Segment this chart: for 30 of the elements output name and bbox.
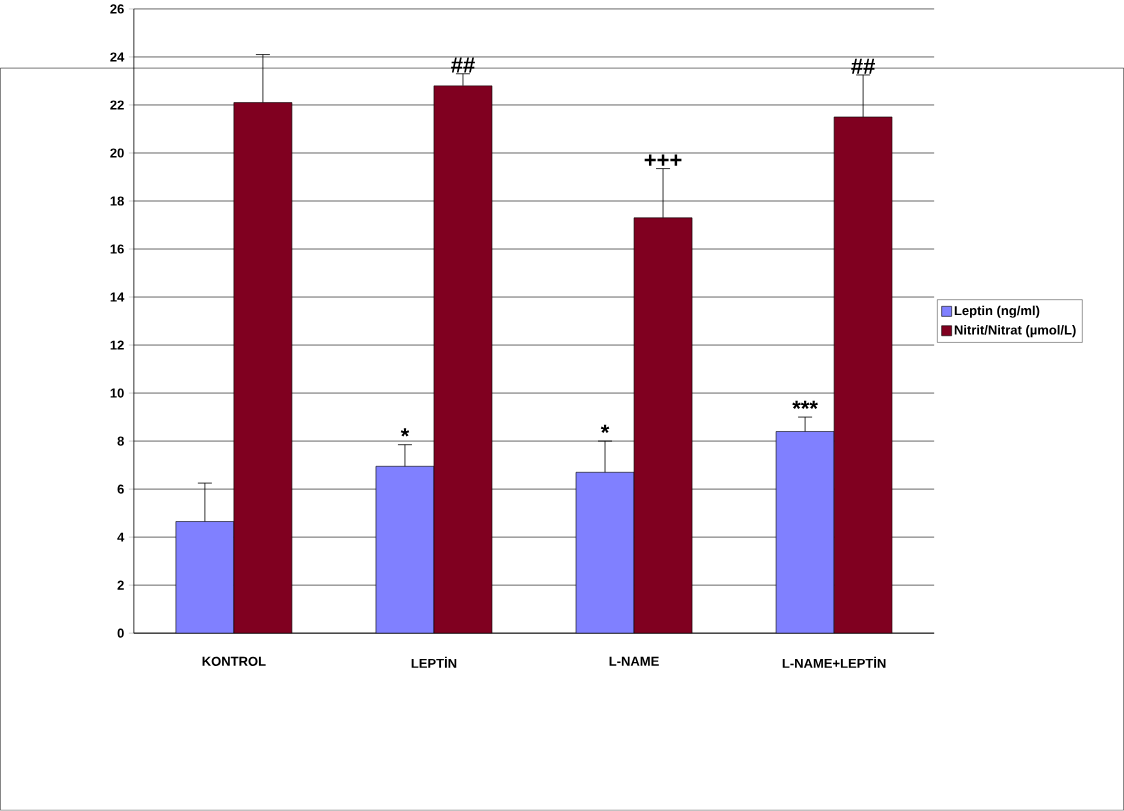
x-tick-label: L-NAME (609, 656, 659, 666)
annotation: ## (451, 57, 475, 73)
y-tick-label: 16 (110, 244, 124, 254)
y-tick-label: 10 (110, 388, 124, 398)
annotation: +++ (644, 154, 682, 166)
y-tick-label: 24 (110, 52, 125, 62)
y-tick-label: 0 (117, 628, 124, 638)
annotation: *** (792, 400, 818, 410)
y-tick-label: 14 (110, 292, 125, 302)
x-tick-label: KONTROL (202, 656, 266, 667)
x-tick-label: LEPTİN (411, 656, 457, 669)
y-tick-label: 2 (117, 580, 124, 590)
legend-label: Nitrit/Nitrat (µmol/L) (954, 325, 1076, 338)
bar (575, 472, 635, 634)
y-tick-label: 12 (110, 340, 124, 350)
bar (375, 466, 435, 634)
annotation: * (400, 428, 410, 437)
bar (175, 521, 235, 634)
y-tick-label: 18 (110, 196, 124, 206)
y-tick-label: 4 (117, 532, 125, 542)
legend-label: Leptin (ng/ml) (954, 305, 1040, 319)
x-tick-label: L-NAME+LEPTİN (782, 656, 886, 669)
y-tick-label: 8 (117, 436, 124, 446)
bar (775, 431, 835, 634)
y-tick-label: 26 (110, 4, 124, 14)
annotation: ## (851, 58, 876, 74)
y-tick-label: 22 (110, 100, 124, 110)
y-tick-label: 6 (117, 484, 124, 494)
y-tick-label: 20 (110, 148, 124, 158)
annotation: * (600, 424, 610, 434)
